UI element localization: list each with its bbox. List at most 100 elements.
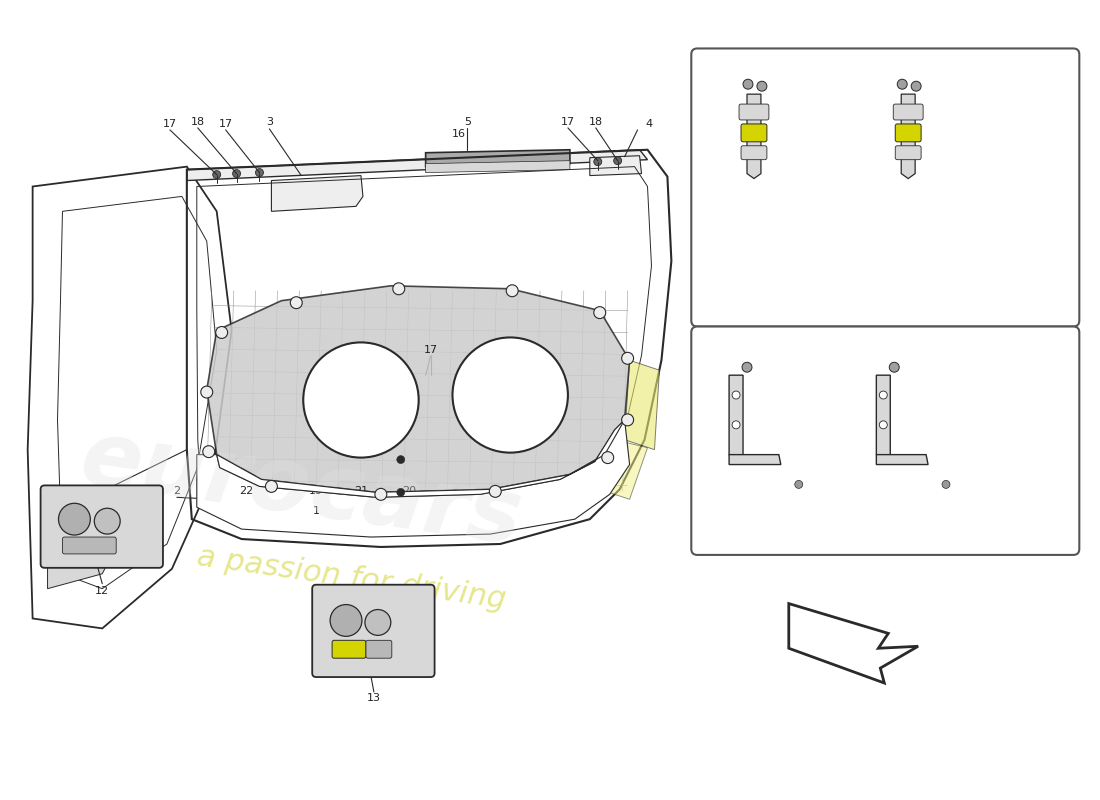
Circle shape <box>757 82 767 91</box>
Polygon shape <box>426 150 570 166</box>
Text: 6: 6 <box>923 66 930 75</box>
Circle shape <box>614 157 622 165</box>
FancyBboxPatch shape <box>691 326 1079 555</box>
Text: 19: 19 <box>309 486 323 496</box>
FancyBboxPatch shape <box>332 640 366 658</box>
Text: 18: 18 <box>588 117 603 127</box>
Circle shape <box>879 421 888 429</box>
Circle shape <box>602 452 614 463</box>
Text: 17: 17 <box>163 119 177 129</box>
Text: 10: 10 <box>742 228 756 238</box>
Text: 15: 15 <box>857 354 871 363</box>
Circle shape <box>452 338 568 453</box>
Polygon shape <box>729 454 781 465</box>
Circle shape <box>621 414 634 426</box>
Circle shape <box>58 503 90 535</box>
Text: 17: 17 <box>424 346 438 355</box>
Text: 6: 6 <box>903 354 910 363</box>
Circle shape <box>232 170 241 178</box>
Text: 22: 22 <box>240 486 254 496</box>
Circle shape <box>795 481 803 488</box>
Text: 14: 14 <box>711 354 724 363</box>
Circle shape <box>506 285 518 297</box>
Circle shape <box>365 610 390 635</box>
Text: 11: 11 <box>702 228 716 238</box>
Text: 6: 6 <box>766 66 772 75</box>
Text: 21: 21 <box>354 486 368 496</box>
Text: 1: 1 <box>312 506 320 516</box>
FancyBboxPatch shape <box>741 146 767 160</box>
Circle shape <box>216 326 228 338</box>
Polygon shape <box>877 454 928 465</box>
Text: 20: 20 <box>402 486 416 496</box>
Text: 6: 6 <box>756 354 762 363</box>
Circle shape <box>942 481 950 488</box>
Polygon shape <box>197 420 629 537</box>
Circle shape <box>621 352 634 364</box>
Circle shape <box>397 456 405 463</box>
Circle shape <box>911 82 921 91</box>
Circle shape <box>255 169 264 177</box>
Polygon shape <box>747 94 761 178</box>
FancyBboxPatch shape <box>366 640 392 658</box>
FancyBboxPatch shape <box>893 104 923 120</box>
Circle shape <box>290 297 303 309</box>
Circle shape <box>742 362 752 372</box>
Polygon shape <box>272 175 363 211</box>
Polygon shape <box>600 440 648 499</box>
Circle shape <box>304 342 419 458</box>
Circle shape <box>889 362 899 372</box>
Polygon shape <box>625 360 659 450</box>
Text: 5: 5 <box>464 117 471 127</box>
Text: 2: 2 <box>174 486 180 496</box>
Text: 7: 7 <box>716 66 723 75</box>
Text: 17: 17 <box>219 119 233 129</box>
Circle shape <box>397 488 405 496</box>
Polygon shape <box>47 510 118 589</box>
Circle shape <box>733 391 740 399</box>
Text: 18: 18 <box>190 117 205 127</box>
Text: 9: 9 <box>936 228 944 238</box>
Text: 17: 17 <box>561 117 575 127</box>
Polygon shape <box>789 603 918 683</box>
Circle shape <box>202 446 215 458</box>
FancyBboxPatch shape <box>41 486 163 568</box>
Polygon shape <box>207 286 629 492</box>
FancyBboxPatch shape <box>312 585 434 677</box>
Text: 9: 9 <box>780 228 788 238</box>
Circle shape <box>898 79 907 89</box>
Text: 10: 10 <box>894 228 909 238</box>
Polygon shape <box>877 375 890 457</box>
Circle shape <box>393 283 405 294</box>
Polygon shape <box>217 420 625 498</box>
FancyBboxPatch shape <box>739 104 769 120</box>
Text: 11: 11 <box>854 228 868 238</box>
Text: 12: 12 <box>96 586 109 596</box>
FancyBboxPatch shape <box>895 146 921 160</box>
Polygon shape <box>187 150 648 181</box>
Circle shape <box>375 488 387 500</box>
Circle shape <box>212 170 221 178</box>
FancyBboxPatch shape <box>895 124 921 142</box>
Text: a passion for driving: a passion for driving <box>195 542 507 615</box>
Circle shape <box>733 421 740 429</box>
Text: 3: 3 <box>266 117 273 127</box>
Circle shape <box>201 386 212 398</box>
Circle shape <box>594 306 606 318</box>
Polygon shape <box>729 375 743 457</box>
Circle shape <box>330 605 362 636</box>
Text: 16: 16 <box>451 129 465 139</box>
Circle shape <box>265 481 277 492</box>
Polygon shape <box>590 156 641 175</box>
Text: 13: 13 <box>367 693 381 703</box>
Circle shape <box>95 508 120 534</box>
Circle shape <box>594 158 602 166</box>
Circle shape <box>879 391 888 399</box>
Circle shape <box>742 79 754 89</box>
FancyBboxPatch shape <box>691 49 1079 326</box>
Text: eurocars: eurocars <box>75 415 528 564</box>
Text: 8: 8 <box>870 66 877 75</box>
Circle shape <box>490 486 502 498</box>
Polygon shape <box>901 94 915 178</box>
Polygon shape <box>426 161 570 173</box>
